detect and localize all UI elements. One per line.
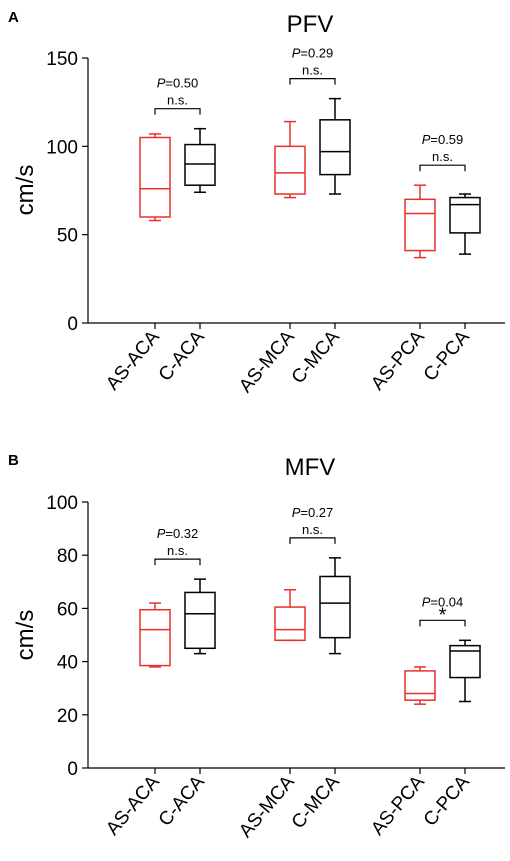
box-iqr (404, 670, 436, 701)
y-tick-label: 40 (57, 653, 78, 674)
p-value: =0.59 (430, 132, 463, 147)
p-symbol: P (422, 594, 431, 609)
significance-label: n.s. (302, 63, 323, 78)
box-iqr (449, 196, 481, 234)
panel-letter: B (8, 452, 19, 469)
box-c-mca (319, 97, 351, 195)
significance-label: n.s. (432, 149, 453, 164)
comparison-bracket: *P=0.04 (419, 594, 466, 627)
y-tick-label: 100 (46, 137, 78, 158)
chart-title: PFV (287, 11, 334, 38)
box-c-pca (449, 193, 481, 255)
x-tick-label: AS-ACA (102, 771, 164, 839)
y-tick-label: 0 (67, 314, 78, 335)
p-symbol: P (157, 526, 166, 541)
x-tick-label: AS-ACA (102, 326, 164, 394)
box-as-pca (404, 184, 436, 259)
comparison-bracket: n.s.P=0.32 (154, 526, 201, 566)
y-tick-label: 60 (57, 599, 78, 620)
box-as-pca (404, 666, 436, 705)
x-tick-label: C-MCA (288, 326, 344, 387)
box-c-pca (449, 639, 481, 703)
p-value: =0.50 (165, 76, 198, 91)
y-tick-label: 100 (46, 493, 78, 514)
box-as-mca (274, 120, 306, 199)
box-iqr (449, 644, 481, 679)
box-iqr (274, 145, 306, 195)
bracket-line (289, 537, 336, 544)
p-value-label: P=0.04 (422, 594, 464, 609)
x-tick-label: C-ACA (155, 771, 209, 830)
x-tick-label: AS-MCA (235, 326, 299, 396)
p-value: =0.29 (300, 46, 333, 61)
p-symbol: P (292, 505, 301, 520)
box-as-aca (139, 602, 171, 668)
chart-title: MFV (285, 454, 336, 481)
comparison-bracket: n.s.P=0.27 (289, 505, 336, 544)
box-c-mca (319, 557, 351, 655)
y-tick-label: 80 (57, 546, 78, 567)
significance-label: n.s. (167, 543, 188, 558)
box-iqr (319, 119, 351, 176)
box-iqr (404, 198, 436, 252)
box-as-aca (139, 133, 171, 222)
comparison-bracket: n.s.P=0.50 (154, 76, 201, 115)
bracket-line (154, 108, 201, 115)
bracket-line (419, 619, 466, 627)
x-tick-label: C-ACA (155, 326, 209, 385)
box-iqr (184, 143, 216, 186)
box-iqr (139, 608, 171, 667)
p-value: =0.04 (430, 594, 463, 609)
p-value: =0.32 (165, 526, 198, 541)
box-iqr (319, 575, 351, 639)
box-c-aca (184, 578, 216, 655)
p-value-label: P=0.27 (292, 505, 334, 520)
p-symbol: P (422, 132, 431, 147)
comparison-bracket: n.s.P=0.59 (419, 132, 466, 172)
p-value: =0.27 (300, 505, 333, 520)
x-tick-label: C-MCA (288, 771, 344, 832)
p-value-label: P=0.50 (157, 76, 199, 91)
box-iqr (274, 606, 306, 642)
box-c-aca (184, 127, 216, 194)
box-iqr (139, 136, 171, 218)
p-symbol: P (292, 46, 301, 61)
p-value-label: P=0.32 (157, 526, 199, 541)
x-tick-label: AS-PCA (367, 771, 429, 839)
y-tick-label: 0 (67, 759, 78, 780)
y-axis-label: cm/s (12, 165, 39, 216)
significance-label: * (439, 604, 447, 626)
bracket-line (289, 78, 336, 85)
y-tick-label: 150 (46, 49, 78, 70)
significance-label: n.s. (302, 522, 323, 537)
x-tick-label: C-PCA (420, 326, 474, 385)
box-as-mca (274, 589, 306, 642)
bracket-line (154, 558, 201, 566)
y-tick-label: 20 (57, 706, 78, 727)
box-iqr (184, 591, 216, 650)
x-tick-label: C-PCA (420, 771, 474, 830)
x-tick-label: AS-PCA (367, 326, 429, 394)
y-tick-label: 50 (57, 226, 78, 247)
p-value-label: P=0.29 (292, 46, 334, 61)
significance-label: n.s. (167, 93, 188, 108)
x-tick-label: AS-MCA (235, 771, 299, 841)
bracket-line (419, 164, 466, 172)
comparison-bracket: n.s.P=0.29 (289, 46, 336, 85)
panel-letter: A (8, 9, 19, 26)
p-symbol: P (157, 76, 166, 91)
y-axis-label: cm/s (12, 610, 39, 661)
p-value-label: P=0.59 (422, 132, 464, 147)
